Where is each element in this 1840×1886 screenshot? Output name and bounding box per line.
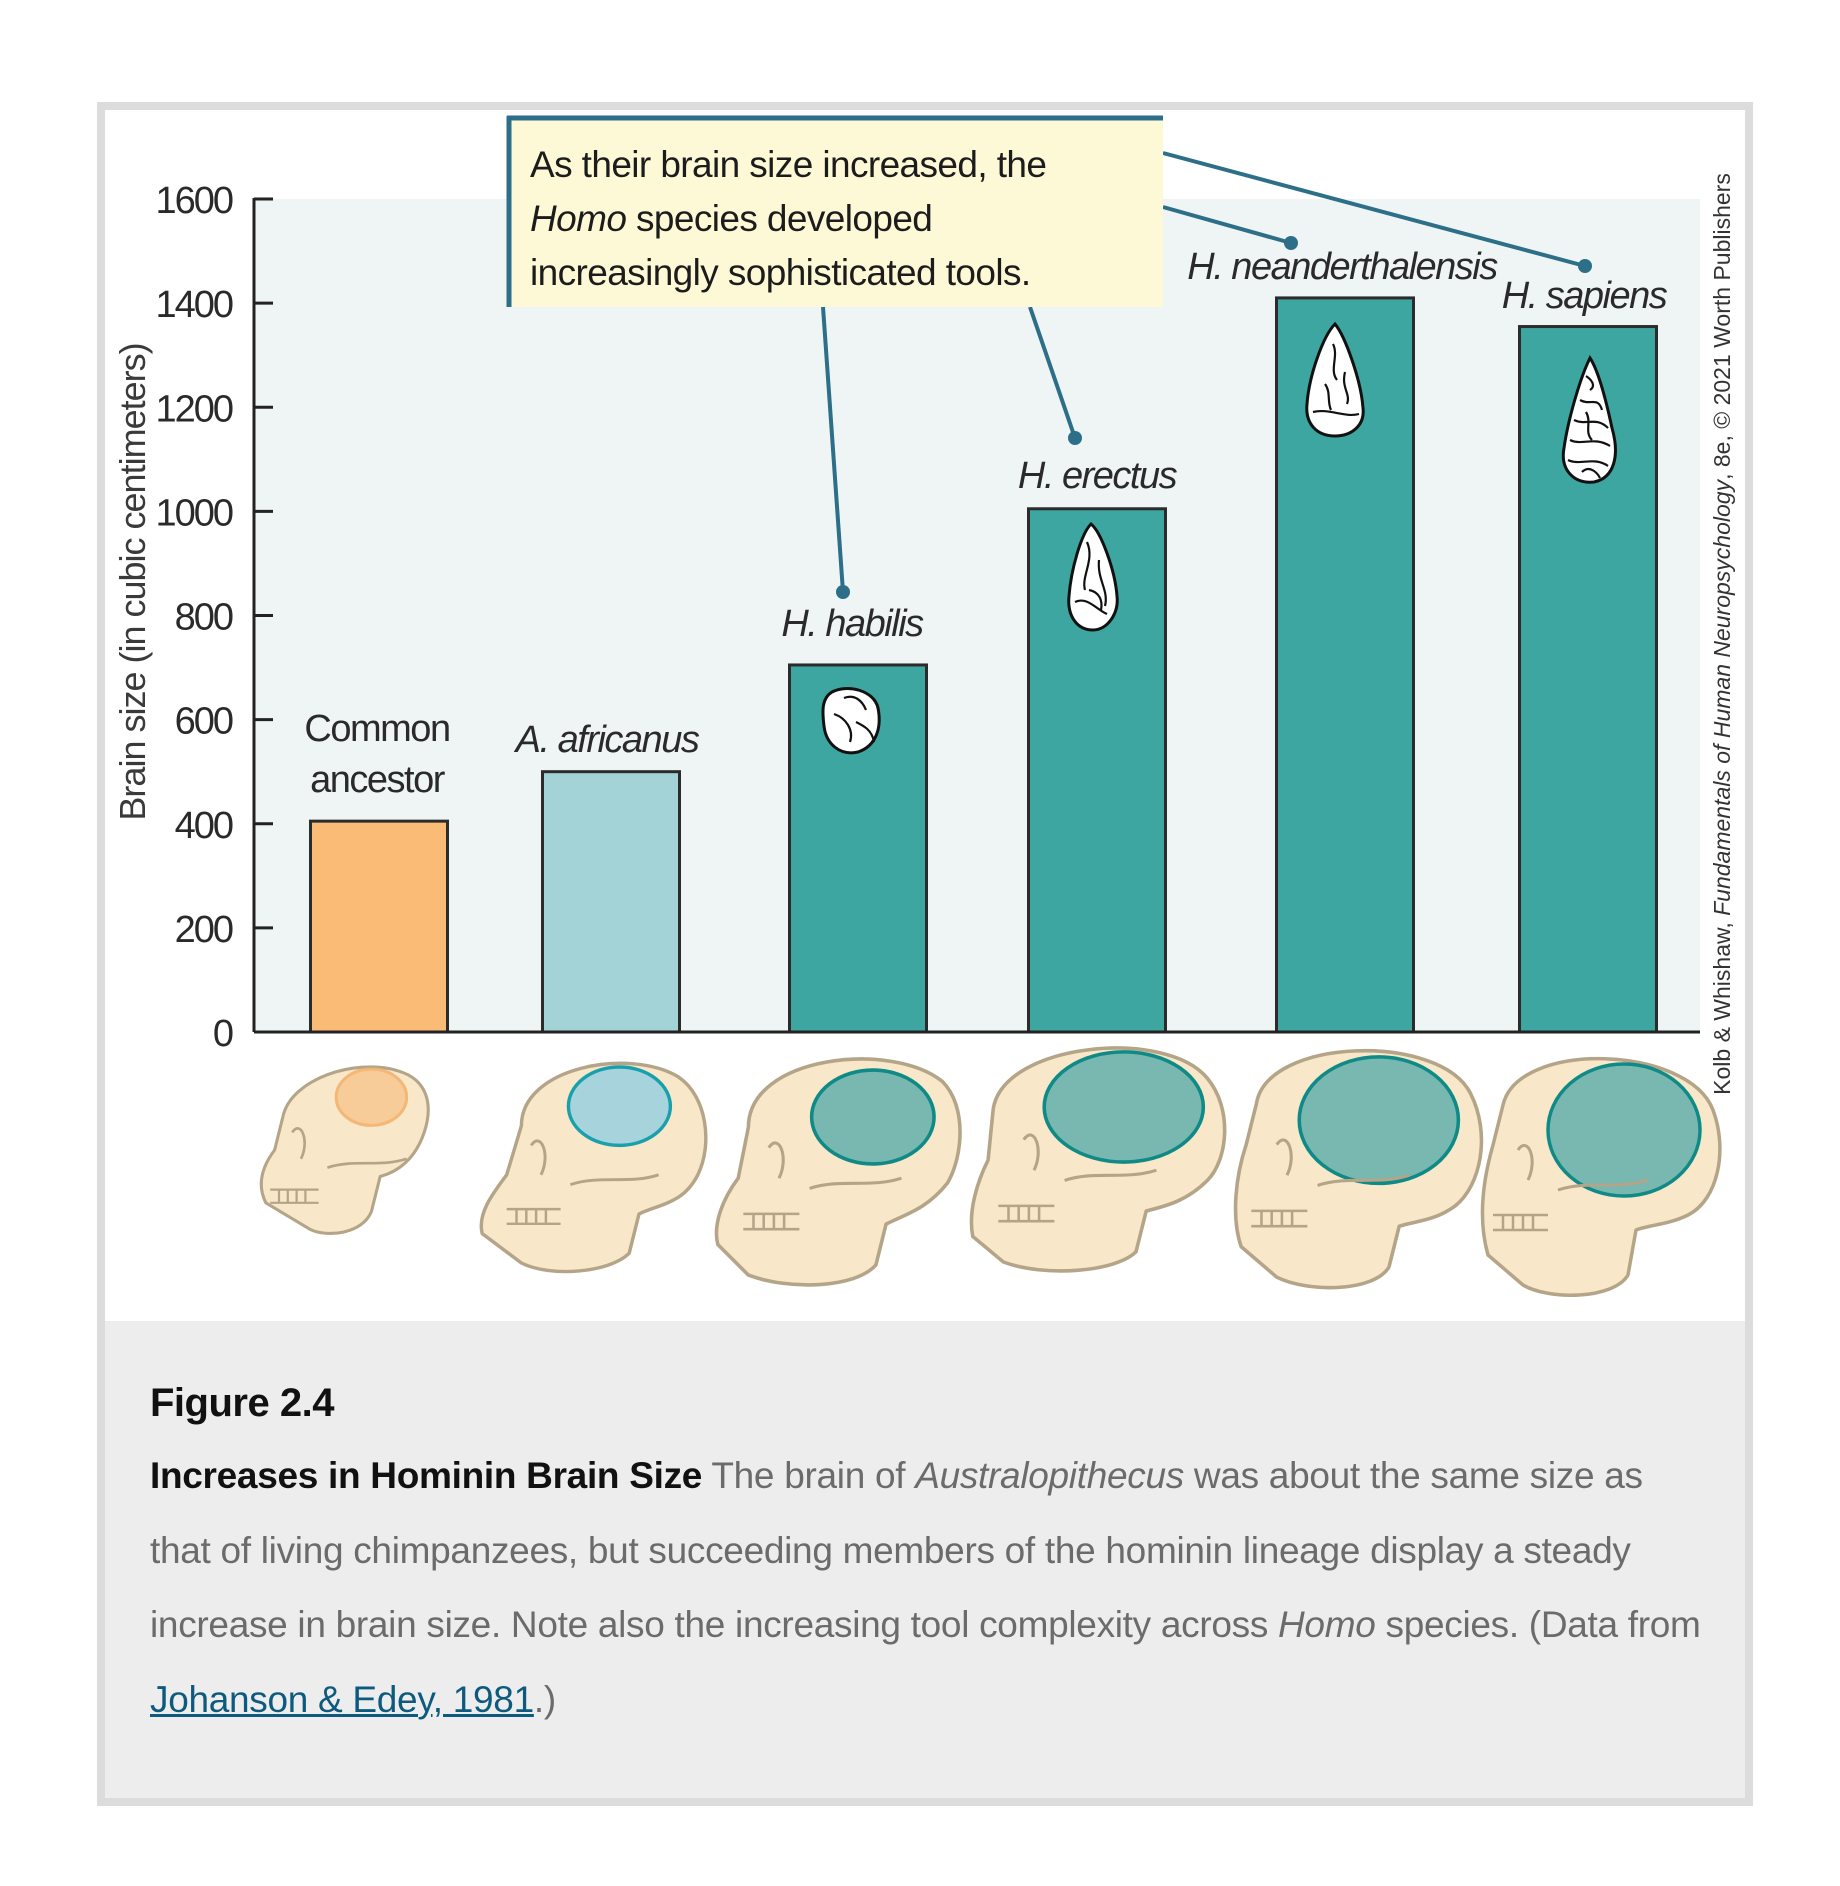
y-tick-label: 1400 [155, 284, 232, 326]
caption-text: Increases in Hominin Brain Size The brai… [150, 1439, 1710, 1737]
callout-text-line: Homo species developed [530, 198, 932, 239]
brain-size-chart: 0 200 400 600 800 1000 1200 1400 1600 Common ance… [112, 115, 1735, 1297]
hand-axe-tool-icon [1067, 521, 1119, 632]
skull-teeth [1251, 1209, 1308, 1228]
skull-detail [1022, 1133, 1040, 1171]
bar [309, 819, 449, 1034]
brain-outline [809, 1068, 936, 1166]
caption-title: Increases in Hominin Brain Size [150, 1455, 703, 1496]
brain-outline [334, 1067, 409, 1127]
skull-detail [809, 1176, 902, 1190]
y-tick-label: 400 [175, 805, 233, 847]
plot-background [254, 199, 1700, 1032]
tool-outline [821, 687, 881, 755]
brain-outline [1297, 1055, 1461, 1186]
bar-label: H. erectus [1018, 455, 1178, 497]
tool-outline [1305, 321, 1365, 438]
y-tick-label: 200 [175, 909, 233, 951]
skull-detail [1317, 1173, 1410, 1187]
y-tick-label: 800 [175, 597, 233, 639]
callout-italic: Homo [530, 198, 626, 239]
skulls-group [259, 1046, 1722, 1297]
credit-span: Kolb & Whishaw, [1709, 916, 1735, 1095]
skull-teeth [270, 1188, 319, 1204]
copyright-credit: Kolb & Whishaw, Fundamentals of Human Ne… [1709, 173, 1735, 1095]
leader-dot [836, 585, 850, 599]
leader-line [1028, 306, 1077, 439]
citation-link[interactable]: Johanson & Edey, 1981 [150, 1678, 534, 1720]
callout-span: As their brain size increased, the [530, 144, 1046, 185]
leader-dot [1284, 236, 1298, 250]
skull-illustration [1233, 1049, 1484, 1290]
brain-outline [1042, 1050, 1206, 1164]
skull-detail [529, 1139, 547, 1176]
bar-label: A. africanus [514, 719, 700, 761]
figure-number: Figure 2.4 [150, 1381, 334, 1425]
bar-labels-group: Common ancestor A. africanus H. habilis H. e… [304, 246, 1669, 801]
tool-flake-marks [1074, 541, 1108, 616]
caption-text-part: was about the same size as that of livin… [150, 1455, 1643, 1645]
callout-text-line: As their brain size increased, the [530, 144, 1046, 185]
caption-text-part: .) [533, 1678, 556, 1720]
bar-label: H. neanderthalensis [1187, 246, 1498, 288]
bar-label: H. sapiens [1502, 275, 1668, 317]
skull-detail [1275, 1138, 1293, 1176]
bar-label: Common [304, 708, 449, 750]
credit-italic: Fundamentals of Human Neuropsychology [1709, 478, 1735, 915]
leader-lines-group [821, 151, 1592, 599]
y-axis-title: Brain size (in cubic centimeters) [112, 343, 153, 820]
credit-span: , 8e, © 2021 Worth Publishers [1709, 173, 1735, 480]
y-tick-label: 600 [175, 701, 233, 743]
figure-caption: Figure 2.4 Increases in Hominin Brain Si… [105, 1321, 1745, 1798]
callout-span: increasingly sophisticated tools. [530, 252, 1031, 293]
skull-teeth [506, 1207, 561, 1226]
skull-detail [291, 1127, 306, 1160]
skull-detail [326, 1157, 408, 1169]
skull-detail [1516, 1143, 1534, 1181]
callout-text-line: increasingly sophisticated tools. [530, 252, 1031, 293]
caption-italic-homo: Homo [1278, 1604, 1376, 1645]
caption-italic-genus: Australopithecus [915, 1455, 1184, 1496]
y-tick-label: 1600 [155, 180, 232, 222]
brain-outline [566, 1065, 673, 1148]
callout-span: species developed [626, 198, 932, 239]
brain-outline [1546, 1062, 1702, 1198]
leader-dot [1578, 259, 1592, 273]
annotation-callout: As their brain size increased, the Homo s… [506, 115, 1163, 307]
skull-teeth [998, 1204, 1055, 1223]
leader-line [1162, 151, 1586, 268]
skull-detail [1557, 1178, 1649, 1192]
skull-detail [569, 1173, 660, 1186]
skull-illustration [259, 1065, 430, 1235]
bar [541, 770, 681, 1034]
y-tick-label: 1000 [155, 492, 232, 534]
leader-line [1162, 205, 1292, 245]
tool-flake-marks [1312, 343, 1360, 416]
callout-box [507, 116, 1163, 307]
pebble-tool-icon [821, 687, 881, 755]
caption-text-part: The brain of [702, 1455, 916, 1496]
skull-illustration [1480, 1057, 1722, 1297]
caption-text-part: species. (Data from [1375, 1604, 1701, 1645]
tools-group [821, 321, 1617, 755]
skull-illustration [714, 1057, 962, 1287]
y-tick-label: 1200 [155, 388, 232, 430]
tool-flake-marks [1567, 375, 1611, 479]
skull-illustration [479, 1061, 708, 1274]
skull-teeth [1493, 1213, 1548, 1232]
skull-teeth [743, 1212, 800, 1231]
flake-point-tool-icon [1305, 321, 1365, 438]
skull-detail [1064, 1168, 1157, 1182]
bar-label: H. habilis [781, 603, 924, 645]
leader-dot [1068, 431, 1082, 445]
skull-illustration [969, 1046, 1227, 1273]
skull-detail [767, 1141, 785, 1179]
blade-point-tool-icon [1561, 355, 1617, 484]
tool-flake-marks [833, 695, 876, 743]
axes-group: 0 200 400 600 800 1000 1200 1400 1600 [155, 180, 1700, 1055]
leader-line [821, 306, 845, 593]
bar-label: ancestor [310, 759, 446, 801]
y-tick-label: 0 [213, 1013, 233, 1055]
